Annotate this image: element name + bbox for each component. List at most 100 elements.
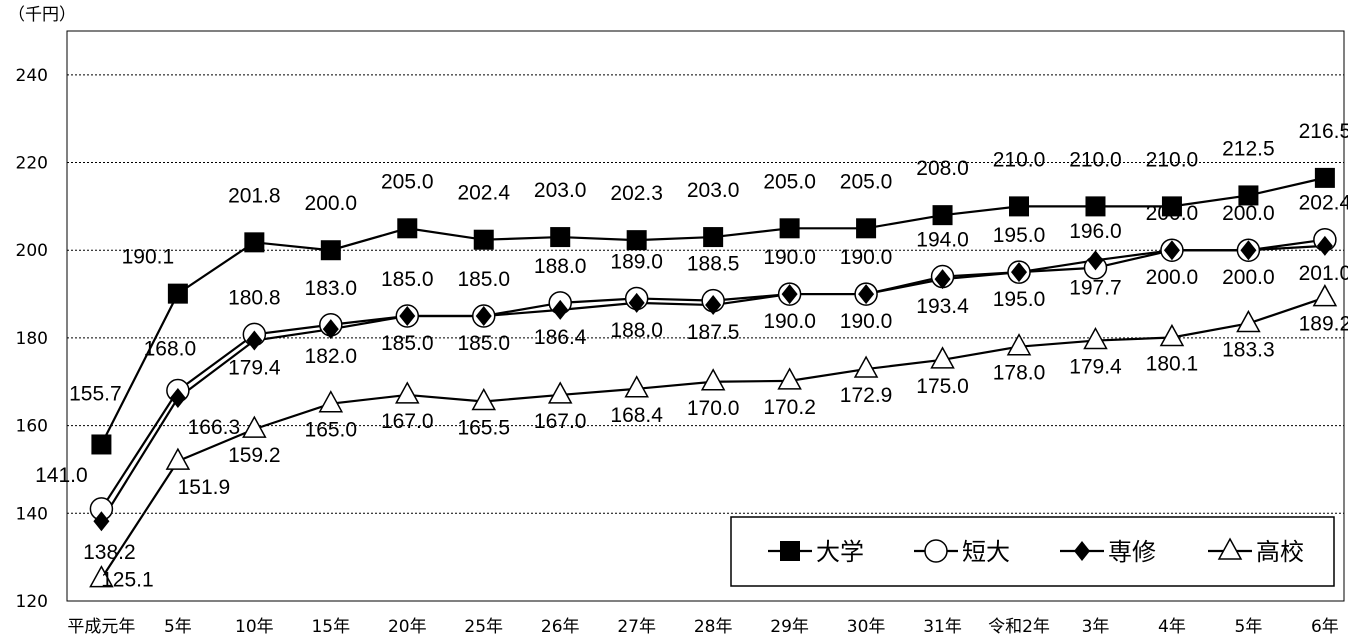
data-point	[1087, 250, 1104, 271]
data-label: 196.0	[1069, 220, 1122, 243]
y-tick-label: 220	[16, 154, 48, 174]
data-point	[242, 415, 267, 438]
data-point	[856, 218, 877, 239]
data-label: 210.0	[1146, 148, 1199, 171]
legend-label: 高校	[1256, 538, 1304, 566]
data-point	[167, 283, 188, 304]
data-point	[779, 218, 800, 239]
data-point	[395, 381, 420, 404]
data-point	[471, 387, 497, 411]
x-tick-label: 10年	[235, 617, 274, 637]
data-label: 205.0	[840, 170, 893, 193]
data-label: 155.7	[69, 382, 122, 405]
data-label: 170.0	[687, 397, 740, 420]
data-point	[1161, 196, 1182, 217]
data-label: 195.0	[993, 224, 1046, 247]
data-label: 188.5	[687, 253, 740, 276]
y-unit-label: （千円）	[8, 5, 76, 25]
data-point	[318, 390, 344, 413]
data-point	[700, 368, 726, 391]
data-point	[397, 218, 418, 239]
data-label: 178.0	[993, 362, 1046, 385]
data-label: 166.3	[188, 416, 241, 439]
data-label: 202.4	[1299, 192, 1348, 215]
data-label: 182.0	[305, 345, 358, 368]
data-label: 151.9	[178, 476, 231, 499]
data-label: 190.0	[840, 246, 893, 269]
data-point	[399, 306, 416, 326]
data-point	[475, 306, 492, 326]
data-label: 188.0	[534, 255, 587, 278]
x-axis: 平成元年 5年 10年 15年 20年 25年 26年 27年 28年 29年 30年 31年 令和2年…	[67, 617, 1338, 637]
data-label: 203.0	[534, 179, 587, 202]
data-label: 195.0	[993, 288, 1046, 311]
x-tick-label: 5年	[1235, 617, 1263, 637]
legend-label: 専修	[1108, 538, 1156, 566]
x-tick-label: 15年	[311, 617, 350, 637]
plot-area-frame	[66, 30, 1345, 602]
data-point	[165, 447, 191, 470]
y-axis: 120 140 160 180 200 220 240	[16, 66, 48, 612]
data-point	[1083, 326, 1108, 350]
data-label: 200.0	[1146, 266, 1199, 289]
data-point	[322, 319, 339, 340]
x-tick-label: 20年	[388, 617, 427, 637]
data-label: 208.0	[916, 157, 969, 180]
x-tick-label: 27年	[617, 617, 656, 637]
data-label: 185.0	[457, 268, 510, 291]
data-point	[705, 295, 722, 316]
data-point	[1312, 284, 1338, 307]
data-point	[626, 230, 647, 251]
data-point	[1085, 196, 1106, 217]
data-point	[1236, 309, 1261, 333]
data-point	[552, 299, 569, 320]
data-labels: 155.7 190.1 201.8 200.0 205.0 202.4 203.0 202.3…	[35, 120, 1348, 592]
data-point	[1163, 240, 1180, 261]
data-label: 210.0	[993, 148, 1046, 171]
data-label: 194.0	[916, 229, 969, 252]
data-label: 189.0	[610, 250, 663, 273]
data-label: 175.0	[916, 375, 969, 398]
data-point	[858, 284, 875, 305]
x-tick-label: 26年	[541, 617, 580, 637]
data-label: 183.0	[305, 277, 358, 300]
data-point	[320, 240, 341, 261]
data-point	[1011, 262, 1028, 283]
legend: 大学 短大 専修 高校	[730, 516, 1335, 587]
data-point	[550, 227, 571, 248]
data-point	[932, 205, 953, 226]
data-point	[246, 330, 263, 351]
x-tick-label: 平成元年	[67, 617, 135, 637]
data-label: 201.0	[1299, 262, 1348, 285]
data-point	[1238, 185, 1259, 206]
data-point	[781, 284, 798, 305]
legend-label: 大学	[816, 538, 864, 566]
x-tick-label: 29年	[770, 617, 809, 637]
data-label: 190.0	[763, 246, 816, 269]
data-point	[169, 387, 186, 408]
legend-label: 短大	[962, 538, 1010, 566]
data-label: 179.4	[228, 357, 281, 380]
data-point	[1159, 323, 1185, 347]
data-label: 165.5	[457, 417, 510, 440]
data-label: 185.0	[457, 332, 510, 355]
data-point	[244, 232, 265, 253]
data-label: 202.3	[610, 182, 663, 205]
data-label: 190.0	[763, 310, 816, 333]
x-tick-label: 3年	[1082, 617, 1110, 637]
y-tick-label: 200	[16, 241, 48, 261]
data-point	[1009, 196, 1030, 217]
x-tick-label: 6年	[1311, 617, 1339, 637]
data-label: 138.2	[83, 541, 136, 564]
y-tick-label: 240	[16, 66, 48, 86]
data-point	[853, 355, 879, 378]
series-markers	[89, 167, 1338, 588]
legend-marker	[1217, 537, 1243, 560]
data-label: 197.7	[1069, 276, 1122, 299]
legend-marker	[924, 539, 948, 563]
data-label: 180.1	[1146, 352, 1199, 375]
data-point	[1314, 167, 1335, 188]
y-tick-label: 160	[16, 417, 48, 437]
data-point	[624, 375, 649, 398]
